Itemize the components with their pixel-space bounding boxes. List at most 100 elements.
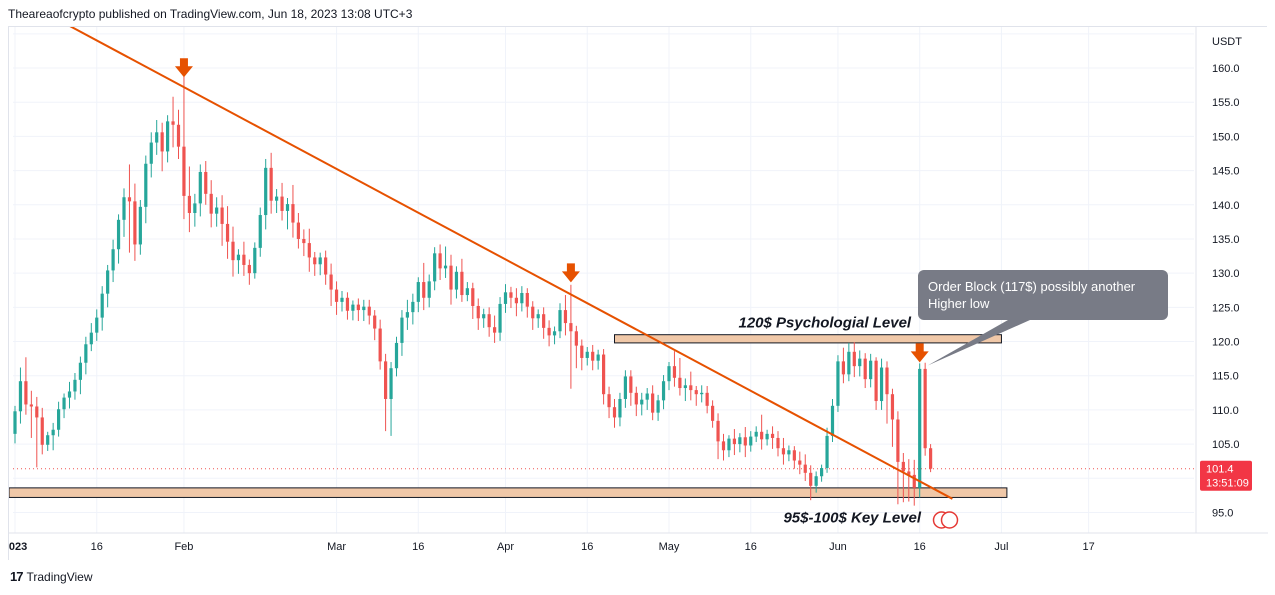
candle-bullish: [645, 393, 649, 400]
time-axis-tick: 2023: [9, 541, 27, 553]
chart-panel[interactable]: 120$ Psychologial Level 95$-100$ Key Leve…: [8, 26, 1268, 561]
candle-bearish: [574, 331, 578, 346]
candle-bullish: [640, 399, 644, 405]
candle-bearish: [672, 366, 677, 378]
candle-bearish: [449, 265, 453, 290]
candle-bearish: [651, 393, 655, 413]
candle-bearish: [716, 420, 720, 442]
candle-bearish: [225, 223, 230, 242]
candle-bullish: [275, 196, 279, 201]
candle-bullish: [111, 249, 115, 271]
candle-bearish: [531, 306, 535, 319]
candle-bearish: [760, 431, 764, 440]
candle-bearish: [874, 360, 878, 402]
candle-bullish: [13, 411, 17, 434]
time-axis-tick: Mar: [327, 541, 346, 553]
candle-bearish: [242, 254, 246, 265]
candle-bearish: [890, 394, 895, 420]
economic-event-icon: [940, 511, 959, 529]
candle-bearish: [307, 243, 311, 258]
candle-bearish: [231, 241, 235, 261]
candle-bearish: [296, 222, 300, 239]
candle-bearish: [24, 381, 28, 405]
candle-bearish: [721, 441, 726, 451]
candle-bullish: [830, 405, 835, 436]
candle-bullish: [454, 271, 459, 290]
candle-bearish: [204, 171, 208, 194]
candle-bearish: [514, 297, 518, 304]
candle-bullish: [46, 435, 50, 445]
candle-bearish: [678, 377, 682, 389]
candle-bullish: [362, 306, 366, 311]
candle-bearish: [291, 204, 295, 223]
candle-bearish: [29, 404, 33, 407]
candle-bullish: [51, 429, 55, 436]
time-axis-tick: 16: [581, 541, 593, 553]
candle-bullish: [62, 397, 66, 410]
candle-bearish: [40, 417, 44, 445]
candle-bearish: [384, 361, 388, 399]
candle-bullish: [100, 293, 104, 318]
time-axis-tick: 16: [412, 541, 424, 553]
price-axis-tick: 125.0: [1212, 302, 1240, 314]
candle-bullish: [166, 121, 170, 152]
candle-bearish: [907, 471, 911, 475]
publisher-line: Theareaofcrypto published on TradingView…: [8, 7, 413, 21]
candle-bullish: [138, 206, 142, 245]
price-axis-tick: 160.0: [1212, 63, 1240, 75]
candle-bearish: [569, 323, 573, 332]
candle-bullish: [389, 368, 393, 399]
time-axis-tick: Apr: [497, 541, 514, 553]
candle-bullish: [552, 331, 557, 336]
candle-bullish: [667, 366, 671, 382]
candle-bullish: [122, 197, 126, 220]
candle-bullish: [814, 476, 818, 486]
candle-bullish: [116, 219, 121, 250]
time-axis-tick: Feb: [174, 541, 193, 553]
candle-bullish: [67, 391, 72, 398]
candle-bearish: [798, 460, 802, 465]
candle-bearish: [438, 253, 442, 269]
time-axis-tick: Jun: [829, 541, 847, 553]
candle-bearish: [563, 310, 568, 324]
candle-bearish: [313, 257, 317, 265]
candle-bullish: [215, 207, 219, 214]
candle-bullish: [503, 292, 508, 304]
candle-bearish: [302, 238, 306, 244]
candle-bearish: [852, 351, 856, 367]
candle-bullish: [400, 317, 404, 343]
candle-bullish: [193, 203, 197, 213]
candle-bullish: [498, 303, 502, 333]
candle-bullish: [106, 270, 110, 294]
candle-bearish: [770, 433, 775, 438]
time-axis-tick: 16: [914, 541, 926, 553]
candle-bullish: [394, 342, 399, 369]
candle-bullish: [78, 362, 82, 380]
candle-bullish: [258, 215, 262, 248]
candle-bearish: [689, 385, 693, 391]
candle-bearish: [525, 292, 529, 307]
candle-bullish: [411, 301, 415, 313]
zone-label-support: 95$-100$ Key Level: [783, 509, 921, 526]
candle-bullish: [869, 360, 873, 380]
candle-bearish: [187, 195, 191, 213]
candle-bullish: [416, 282, 420, 302]
last-price-value: 101.4: [1206, 464, 1234, 476]
callout-text-line1: Order Block (117$) possibly another: [928, 279, 1136, 294]
price-axis-tick: 145.0: [1212, 166, 1240, 178]
footer-brand: TradingView: [26, 569, 93, 584]
footer: 17 TradingView: [10, 569, 93, 584]
candle-bullish: [465, 288, 469, 296]
price-axis-tick: 135.0: [1212, 234, 1240, 246]
candle-bearish: [923, 368, 927, 449]
arrow-down-icon: [910, 343, 929, 363]
arrow-down-icon: [174, 58, 193, 78]
price-axis-tick: 155.0: [1212, 97, 1240, 109]
candle-bearish: [607, 394, 611, 408]
candle-bullish: [700, 392, 704, 395]
candle-bullish: [536, 314, 540, 319]
candle-bearish: [329, 274, 333, 290]
candle-bullish: [879, 367, 884, 402]
candle-bullish: [765, 433, 769, 440]
candlestick-chart[interactable]: 120$ Psychologial Level 95$-100$ Key Leve…: [9, 27, 1268, 561]
